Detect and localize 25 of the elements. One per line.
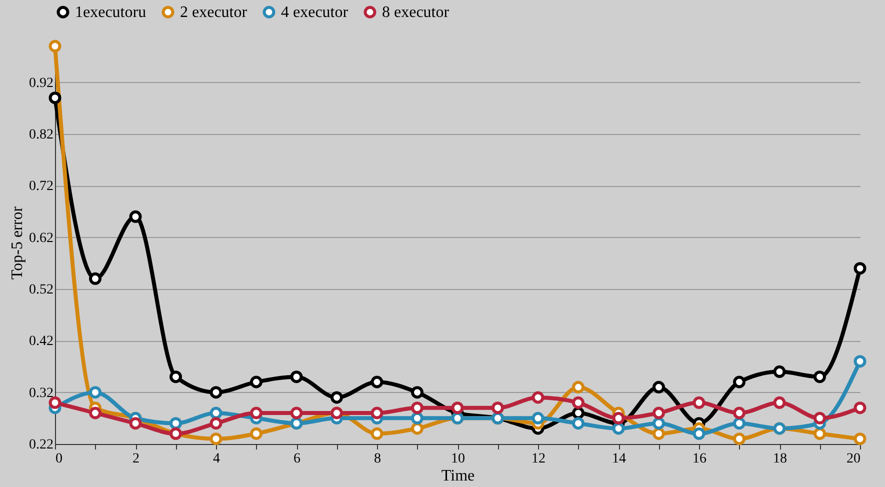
y-tick-label: 0.32 [29, 386, 54, 401]
legend-label: 4 executor [281, 4, 349, 22]
x-tick-label: 16 [692, 452, 706, 466]
x-tick-label: 2 [132, 452, 140, 466]
y-tick-label: 0.92 [29, 76, 54, 91]
x-tick-label: 20 [846, 452, 860, 466]
x-tick-label: 18 [773, 452, 787, 466]
x-tick-label: 8 [374, 452, 381, 466]
legend-label: 1executoru [75, 4, 146, 22]
y-tick-label: 0.22 [29, 438, 54, 452]
y-tick-label: 0.62 [29, 230, 54, 246]
x-tick-label: 6 [294, 452, 300, 466]
y-axis-title: Top-5 error [9, 206, 26, 280]
y-tick-label: 0.72 [29, 179, 54, 194]
y-tick-label: 0.82 [29, 128, 54, 142]
x-tick-label: 12 [532, 452, 546, 466]
x-tick-label: 10 [451, 452, 465, 466]
x-tick-label: 14 [612, 452, 626, 466]
x-axis-title: Time [441, 468, 475, 484]
x-tick-label: 4 [213, 452, 220, 466]
legend-label: 2 executor [180, 4, 248, 22]
y-tick-label: 0.42 [29, 334, 54, 350]
legend-label: 8 executor [382, 4, 450, 22]
x-tick-label: 0 [56, 452, 62, 466]
y-tick-label: 0.52 [29, 282, 54, 298]
